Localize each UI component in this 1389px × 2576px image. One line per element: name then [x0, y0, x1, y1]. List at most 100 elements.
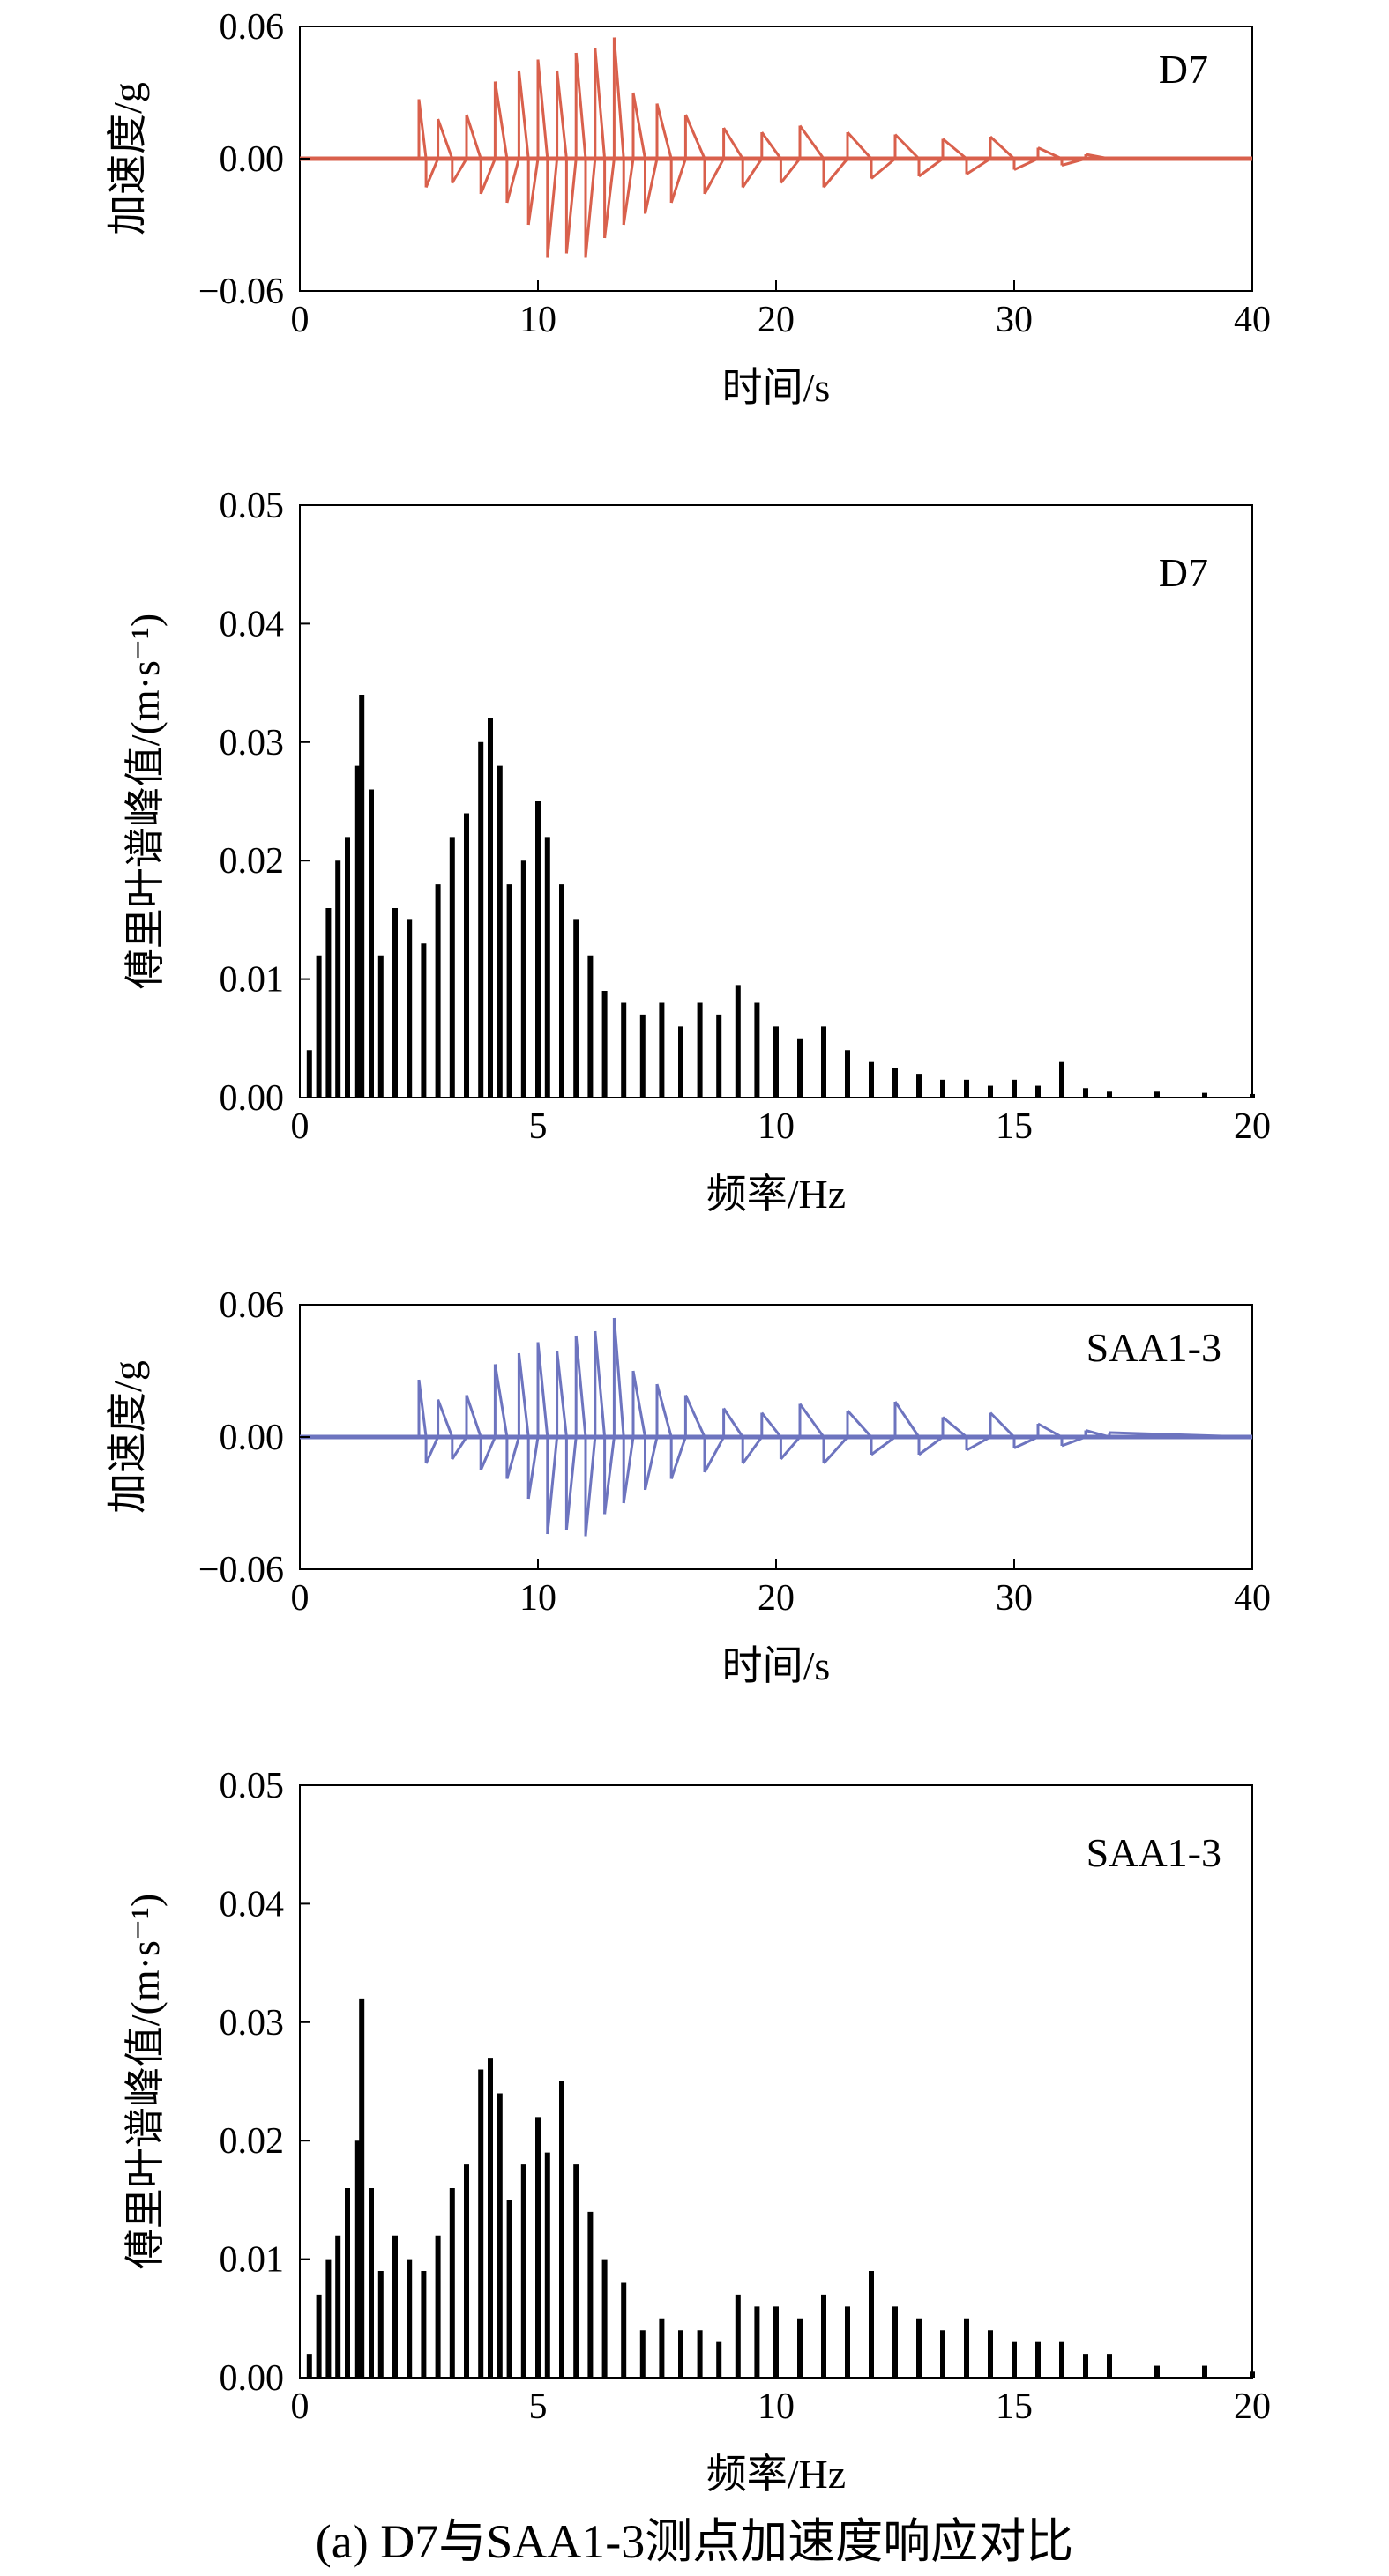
waveform-segment [684, 1394, 706, 1438]
waveform-segment [655, 1383, 673, 1438]
waveform-segment [536, 1342, 549, 1438]
waveform-segment [574, 1335, 587, 1438]
panel-label: D7 [1159, 550, 1208, 595]
waveform-segment [546, 1436, 559, 1535]
x-axis-label: 时间/s [722, 1643, 831, 1688]
waveform-segment [536, 59, 549, 160]
waveform-segment [493, 81, 509, 160]
series-group [306, 695, 1255, 1098]
y-tick-label: 0.05 [220, 486, 285, 526]
waveform-segment [893, 1401, 921, 1438]
waveform-segment [546, 158, 559, 258]
waveform-segment [517, 1352, 530, 1438]
waveform-segment [741, 158, 764, 189]
waveform-segment [918, 157, 944, 178]
figure-caption: (a) D7与SAA1-3测点加速度响应对比 [315, 2515, 1074, 2568]
y-axis-label: 傅里叶谱峰值/(m·s⁻¹) [123, 1894, 168, 2270]
waveform-segment [644, 158, 659, 214]
series-group [300, 1317, 1253, 1537]
y-axis-label: 加速度/g [105, 1360, 150, 1514]
y-tick-label: 0.00 [220, 1078, 285, 1119]
waveform-segment [846, 130, 873, 160]
waveform-segment [437, 118, 454, 160]
y-tick-label: 0.04 [220, 604, 285, 644]
x-tick-label: 0 [291, 1106, 310, 1147]
waveform-segment [870, 157, 896, 180]
y-tick-label: 0.03 [220, 723, 285, 763]
waveform-segment [505, 1436, 520, 1479]
waveform-segment [942, 1416, 967, 1439]
waveform-segment [989, 135, 1016, 160]
waveform-segment [760, 1411, 782, 1438]
tick-group: 0 10 20 30 40 −0.06 0.00 0.06 [198, 7, 1271, 340]
waveform-segment [451, 1436, 468, 1460]
series-group [300, 37, 1252, 258]
y-axis-label: 加速度/g [105, 82, 150, 235]
x-tick-label: 0 [291, 1578, 310, 1619]
waveform-segment [760, 131, 782, 160]
panel-saa-acceleration: 0 10 20 30 40 −0.06 0.00 0.06 SAA1-3 时间/s 加速度/g [105, 1285, 1271, 1688]
waveform-segment [424, 158, 439, 189]
waveform-segment [870, 1435, 896, 1456]
x-axis-label: 频率/Hz [706, 1172, 846, 1217]
waveform-segment [846, 1409, 873, 1439]
waveform-segment [703, 158, 725, 195]
waveform-segment [451, 158, 468, 184]
x-axis-label: 频率/Hz [706, 2452, 846, 2497]
waveform-segment [622, 158, 635, 226]
waveform-segment [603, 1436, 616, 1515]
waveform-segment [798, 124, 825, 160]
panel-label: D7 [1159, 47, 1208, 92]
waveform-segment [741, 1436, 764, 1464]
x-tick-label: 20 [1234, 2386, 1271, 2427]
waveform-segment [780, 158, 802, 184]
x-tick-label: 10 [758, 1106, 795, 1147]
waveform-segment [594, 48, 607, 160]
waveform-segment [780, 1436, 802, 1460]
waveform-segment [574, 52, 587, 160]
waveform-segment [564, 158, 578, 254]
waveform-segment [703, 1436, 725, 1473]
waveform-segment [722, 1407, 744, 1438]
panel-d7-spectrum: 0 5 10 15 20 0.00 0.01 0.02 0.03 0.04 0.05 D7 频率/H… [123, 486, 1271, 1217]
x-tick-label: 10 [519, 300, 556, 340]
x-tick-label: 0 [291, 300, 310, 340]
x-tick-label: 20 [758, 300, 795, 340]
waveform-segment [822, 1435, 849, 1465]
panel-saa-spectrum: 0 5 10 15 200.000.010.020.030.040.05 SAA1-3 … [123, 1766, 1271, 2497]
x-tick-label: 0 [291, 2386, 310, 2427]
waveform-segment [622, 1436, 635, 1504]
y-tick-label: −0.06 [198, 1550, 284, 1590]
waveform-segment [517, 70, 530, 160]
tick-group: 0 10 20 30 40 −0.06 0.00 0.06 [198, 1285, 1271, 1619]
plot-frame [299, 504, 1253, 1098]
x-tick-label: 30 [996, 1578, 1033, 1619]
waveform-segment [505, 158, 520, 204]
y-axis-label: 傅里叶谱峰值/(m·s⁻¹) [123, 614, 168, 990]
y-tick-label: 0.00 [220, 139, 285, 180]
y-tick-label: 0.00 [220, 1418, 285, 1458]
panel-label: SAA1-3 [1087, 1325, 1221, 1370]
waveform-segment [631, 92, 646, 160]
y-tick-label: 0.01 [220, 2240, 285, 2281]
waveform-segment [603, 158, 616, 239]
x-tick-label: 30 [996, 300, 1033, 340]
waveform-segment [966, 157, 991, 175]
series-group [306, 1998, 1255, 2378]
panel-label: SAA1-3 [1087, 1830, 1221, 1875]
x-tick-label: 20 [758, 1578, 795, 1619]
waveform-segment [556, 70, 568, 160]
waveform-segment [556, 1351, 568, 1438]
waveform-segment [893, 133, 921, 160]
tick-group: 0 5 10 15 20 0.00 0.01 0.02 0.03 0.04 0.05 [220, 486, 1272, 1147]
waveform-segment [526, 158, 540, 226]
waveform-segment [564, 1436, 578, 1530]
waveform-segment [612, 1317, 625, 1438]
y-tick-label: 0.01 [220, 960, 285, 1001]
x-tick-label: 20 [1234, 1106, 1271, 1147]
waveform-segment [465, 1395, 482, 1438]
y-tick-label: 0.02 [220, 2121, 285, 2162]
x-tick-label: 10 [758, 2386, 795, 2427]
waveform-segment [989, 1411, 1016, 1439]
